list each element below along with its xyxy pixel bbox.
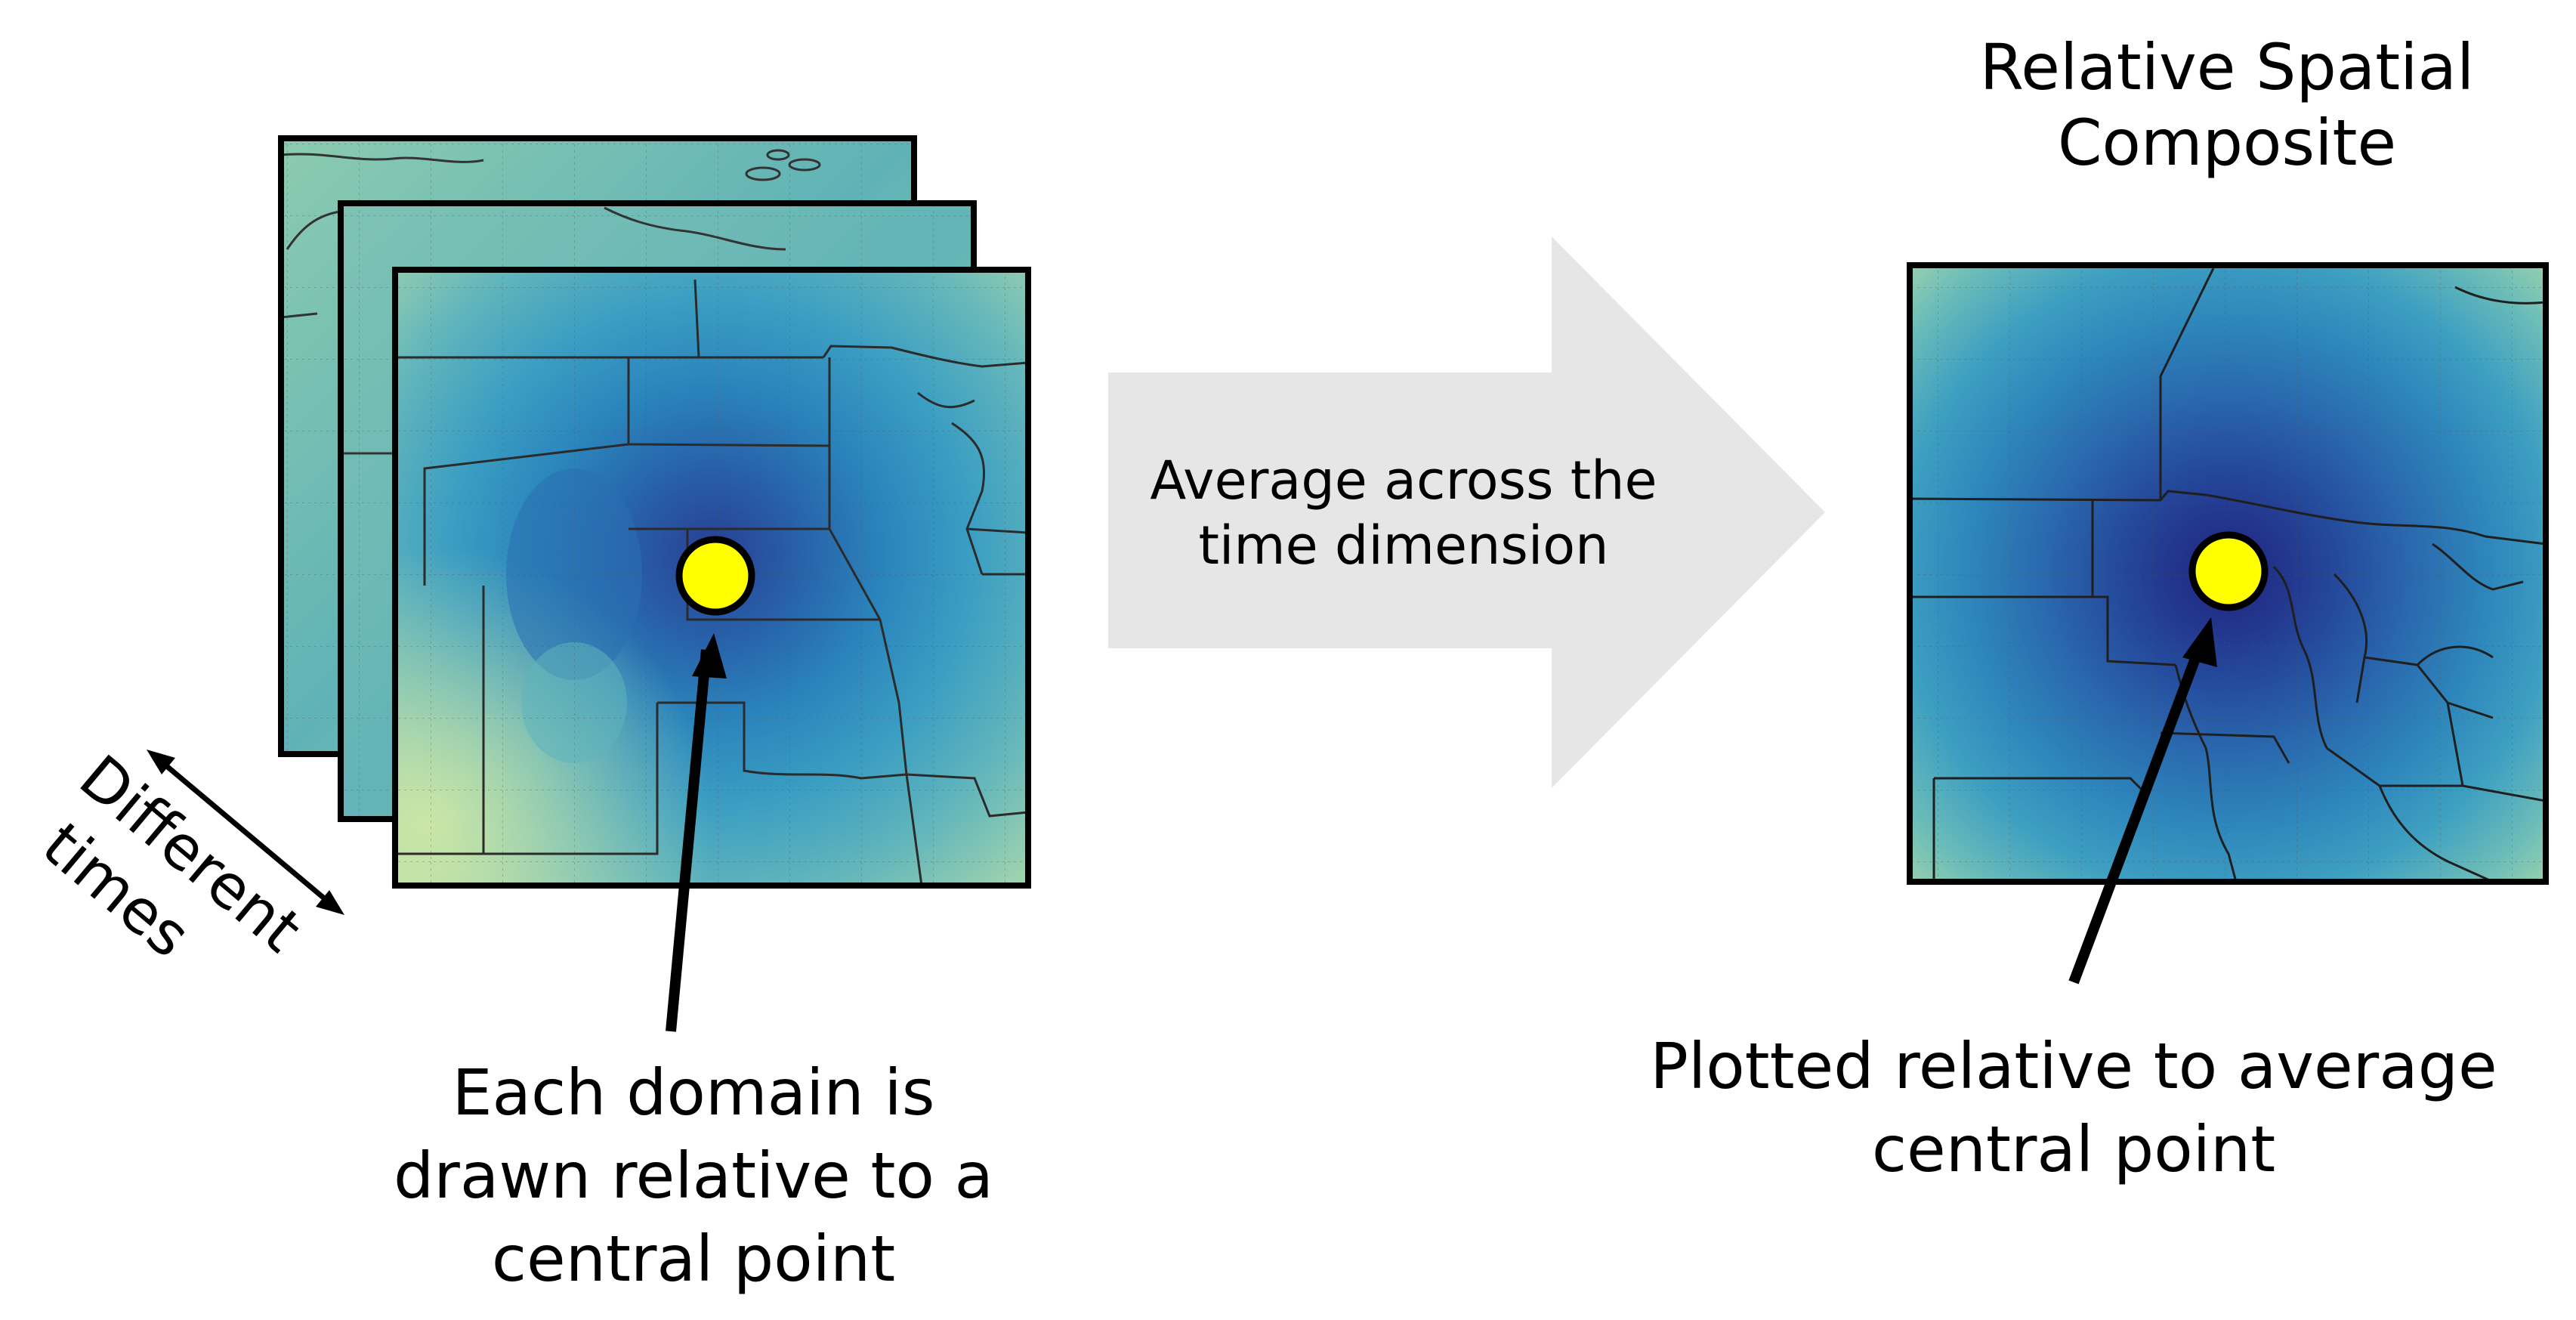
composite-title: Relative Spatial Composite (1980, 30, 2475, 180)
composite-title-line2: Composite (2058, 106, 2396, 180)
composite-title-line1: Relative Spatial (1980, 30, 2475, 104)
process-arrow (1108, 236, 1825, 788)
left-pointer-arrow (666, 649, 712, 1032)
left-central-point (675, 536, 755, 616)
right-pointer-arrowhead (2182, 617, 2217, 667)
right-caption-line2: central point (1872, 1112, 2275, 1186)
left-pointer-arrowhead (692, 633, 727, 679)
arrow-label-line2: time dimension (1198, 515, 1608, 577)
right-caption: Plotted relative to average central poin… (1650, 1029, 2497, 1186)
different-times-arrow (147, 750, 344, 915)
left-caption-line2: drawn relative to a (394, 1139, 993, 1213)
arrow-label-line1: Average across the (1150, 450, 1657, 512)
right-caption-line1: Plotted relative to average (1650, 1029, 2497, 1103)
different-times-label: Different times (29, 742, 314, 972)
right-pointer-arrow (2068, 636, 2208, 985)
arrow-label: Average across the time dimension (1150, 450, 1657, 577)
left-caption-line1: Each domain is (452, 1056, 934, 1130)
left-caption-line3: central point (492, 1222, 895, 1296)
right-central-point (2188, 531, 2269, 611)
left-caption: Each domain is drawn relative to a centr… (394, 1056, 993, 1296)
map-panel-front (392, 267, 1031, 889)
